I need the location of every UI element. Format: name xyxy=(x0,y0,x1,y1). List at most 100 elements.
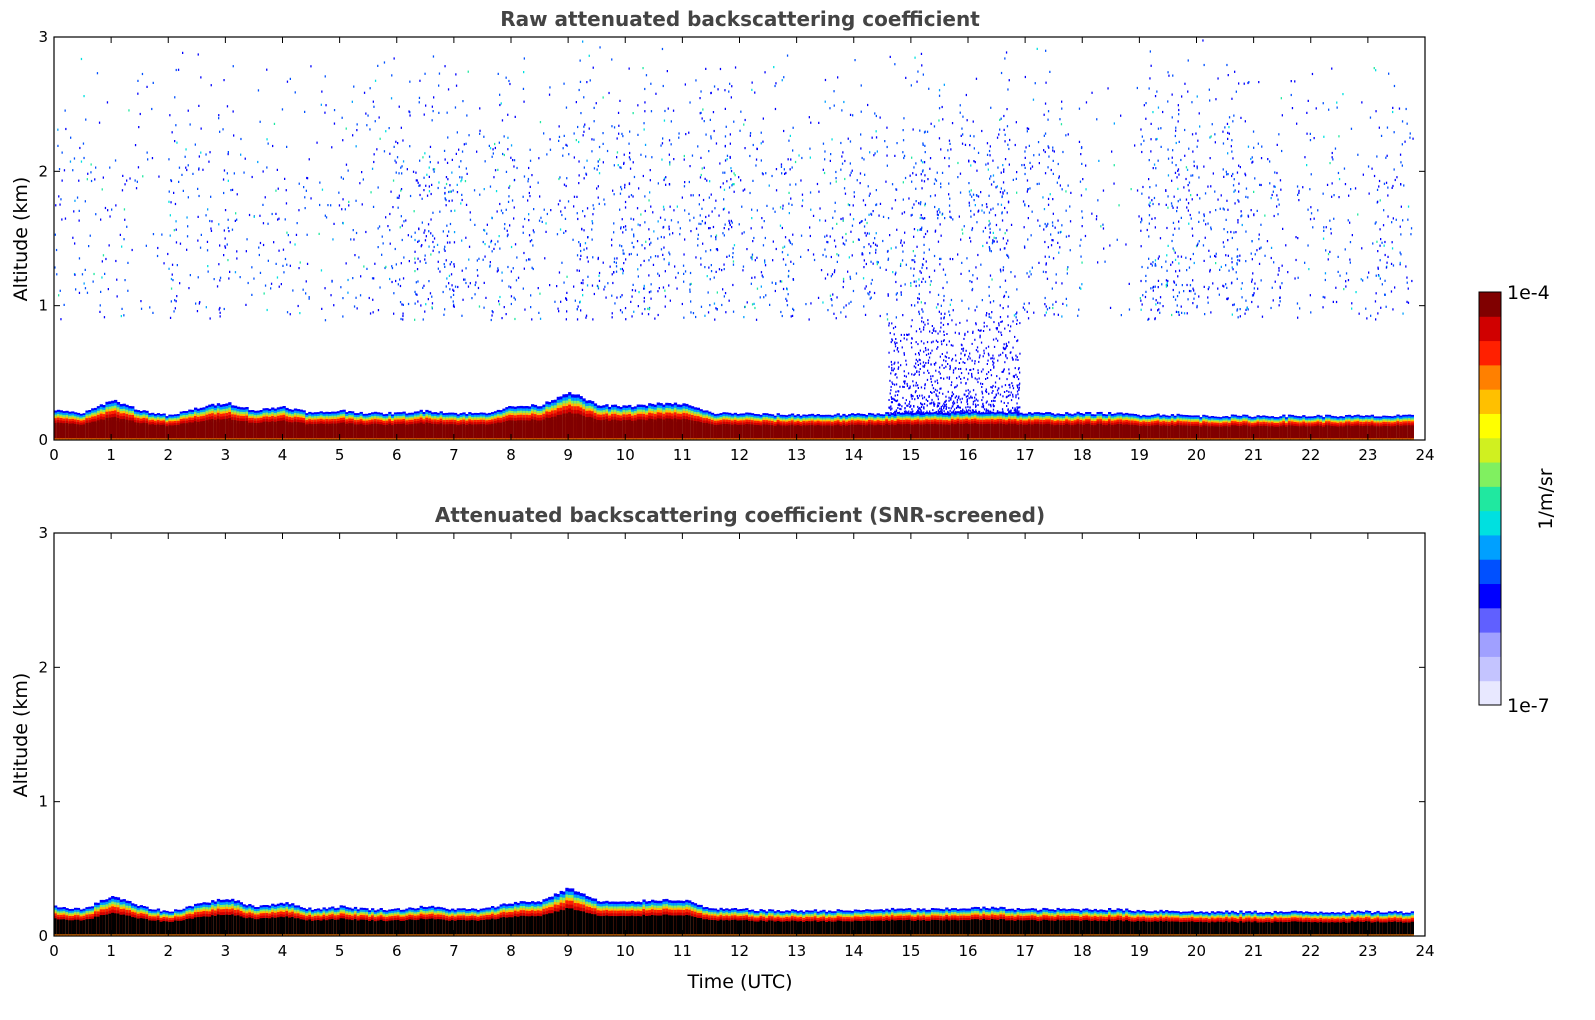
noise-speckle xyxy=(616,137,618,140)
noise-speckle xyxy=(1350,188,1352,191)
noise-speckle xyxy=(1190,174,1192,177)
noise-speckle xyxy=(494,169,497,172)
noise-speckle xyxy=(433,170,435,173)
surface-cell xyxy=(231,438,235,440)
noise-speckle xyxy=(775,189,778,192)
noise-speckle xyxy=(842,217,844,220)
noise-speckle xyxy=(708,227,710,230)
noise-speckle xyxy=(823,171,826,175)
noise-speckle xyxy=(861,252,863,255)
noise-speckle xyxy=(174,202,177,206)
plume-speckle xyxy=(1002,369,1005,372)
noise-speckle xyxy=(174,299,176,302)
noise-speckle xyxy=(358,256,360,259)
noise-speckle xyxy=(1222,168,1224,171)
noise-speckle xyxy=(450,296,452,299)
plume-speckle xyxy=(916,371,918,373)
noise-speckle xyxy=(981,204,983,207)
noise-speckle xyxy=(270,282,273,285)
noise-speckle xyxy=(904,176,907,180)
noise-speckle xyxy=(233,172,235,175)
noise-speckle xyxy=(219,315,221,318)
noise-speckle xyxy=(54,233,56,236)
noise-speckle xyxy=(505,76,507,79)
noise-speckle xyxy=(247,281,249,285)
noise-speckle xyxy=(1059,184,1061,187)
noise-speckle xyxy=(847,137,849,140)
backscatter-cell xyxy=(139,425,143,439)
noise-speckle xyxy=(1004,57,1006,60)
surface-cell xyxy=(245,438,249,440)
noise-speckle xyxy=(1273,185,1275,188)
plume-speckle xyxy=(937,398,939,401)
noise-speckle xyxy=(414,231,416,234)
surface-cell xyxy=(216,438,221,440)
noise-speckle xyxy=(1052,303,1054,306)
noise-speckle xyxy=(1337,171,1340,175)
noise-speckle xyxy=(501,119,504,122)
plume-speckle xyxy=(920,340,923,343)
noise-speckle xyxy=(1296,302,1299,305)
noise-speckle xyxy=(459,176,461,179)
noise-speckle xyxy=(399,301,402,304)
noise-speckle xyxy=(121,245,123,248)
noise-speckle xyxy=(801,156,803,160)
noise-speckle xyxy=(677,221,679,224)
plume-speckle xyxy=(975,349,978,352)
plume-speckle xyxy=(1013,376,1015,379)
noise-speckle xyxy=(723,198,725,201)
plume-speckle xyxy=(956,377,958,380)
noise-speckle xyxy=(582,294,584,297)
noise-speckle xyxy=(940,257,942,260)
noise-speckle xyxy=(1338,135,1340,138)
plume-speckle xyxy=(971,374,973,377)
plume-speckle xyxy=(937,409,939,412)
noise-speckle xyxy=(902,314,904,317)
noise-speckle xyxy=(1065,209,1067,212)
noise-speckle xyxy=(894,154,896,157)
noise-speckle xyxy=(202,168,204,171)
noise-speckle xyxy=(710,135,712,138)
noise-speckle xyxy=(402,312,404,315)
noise-speckle xyxy=(510,245,513,249)
noise-speckle xyxy=(915,280,917,283)
noise-speckle xyxy=(612,189,614,192)
noise-speckle xyxy=(1228,126,1230,129)
plume-speckle xyxy=(988,403,990,406)
noise-speckle xyxy=(936,171,938,174)
noise-speckle xyxy=(760,159,762,162)
noise-speckle xyxy=(218,263,220,266)
noise-speckle xyxy=(1003,295,1005,299)
noise-speckle xyxy=(872,262,874,265)
noise-speckle xyxy=(347,291,349,294)
noise-speckle xyxy=(1045,271,1047,274)
noise-speckle xyxy=(761,274,763,277)
noise-speckle xyxy=(1227,74,1229,77)
noise-speckle xyxy=(259,241,262,245)
noise-speckle xyxy=(788,239,790,242)
noise-speckle xyxy=(1412,137,1414,140)
plume-speckle xyxy=(945,399,947,402)
noise-speckle xyxy=(973,135,975,138)
plume-speckle xyxy=(965,368,967,371)
noise-speckle xyxy=(396,196,398,199)
noise-speckle xyxy=(377,309,380,312)
noise-speckle xyxy=(604,203,606,206)
noise-speckle xyxy=(1243,82,1245,85)
noise-speckle xyxy=(657,220,659,223)
noise-speckle xyxy=(1045,305,1047,308)
noise-speckle xyxy=(461,178,463,181)
noise-speckle xyxy=(446,234,449,237)
noise-speckle xyxy=(286,263,288,266)
noise-speckle xyxy=(940,186,942,189)
noise-speckle xyxy=(402,303,404,306)
noise-speckle xyxy=(915,187,917,190)
noise-speckle xyxy=(913,280,915,283)
noise-speckle xyxy=(597,185,599,188)
noise-speckle xyxy=(934,230,936,233)
noise-speckle xyxy=(1324,272,1327,275)
noise-speckle xyxy=(655,92,657,95)
noise-speckle xyxy=(286,145,288,148)
noise-speckle xyxy=(713,85,716,88)
plume-speckle xyxy=(989,410,991,413)
